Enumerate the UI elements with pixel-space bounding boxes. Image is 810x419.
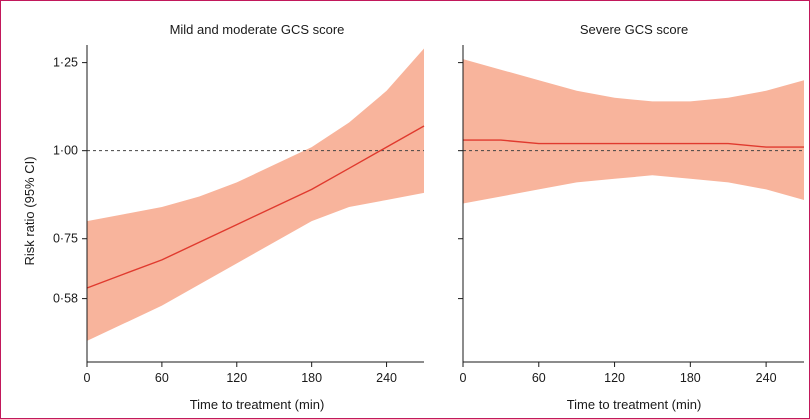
series-line-layer	[86, 125, 425, 289]
x-tick-label: 60	[532, 371, 546, 385]
series-line	[86, 125, 425, 289]
x-axis-label: Time to treatment (min)	[190, 397, 325, 412]
y-tick-label: 0·58	[53, 292, 78, 306]
x-tick-label: 60	[155, 371, 169, 385]
y-axis-label: Risk ratio (95% CI)	[22, 156, 37, 265]
panel-severe: 0 60 120 180 240 Severe GCS score Time to tr…	[458, 22, 804, 412]
x-tick-label: 0	[84, 371, 91, 385]
x-tick-label: 120	[226, 371, 247, 385]
y-ticks	[458, 62, 463, 300]
panel-title: Mild and moderate GCS score	[170, 22, 345, 37]
x-axis-label: Time to treatment (min)	[567, 397, 702, 412]
y-ticks: 0·58 0·75 1·00 1·25	[53, 56, 87, 306]
series-line-layer	[463, 139, 804, 148]
series-line	[463, 139, 804, 148]
x-ticks: 0 60 120 180 240	[84, 362, 397, 385]
ci-band	[463, 59, 804, 204]
ci-band-layer	[87, 48, 424, 341]
x-tick-label: 240	[756, 371, 777, 385]
panel-title: Severe GCS score	[580, 22, 688, 37]
x-tick-label: 180	[301, 371, 322, 385]
y-tick-label: 1·00	[53, 144, 78, 158]
x-tick-label: 0	[460, 371, 467, 385]
panel-mild-moderate: 0 60 120 180 240 0·58 0·75 1·00 1·25 Mild and m…	[22, 22, 425, 412]
ci-band-layer	[463, 59, 804, 204]
x-tick-label: 120	[604, 371, 625, 385]
y-tick-label: 0·75	[53, 232, 78, 246]
x-tick-label: 180	[680, 371, 701, 385]
x-tick-label: 240	[376, 371, 397, 385]
ci-band	[87, 48, 424, 341]
x-ticks: 0 60 120 180 240	[460, 362, 777, 385]
y-tick-label: 1·25	[53, 56, 78, 70]
